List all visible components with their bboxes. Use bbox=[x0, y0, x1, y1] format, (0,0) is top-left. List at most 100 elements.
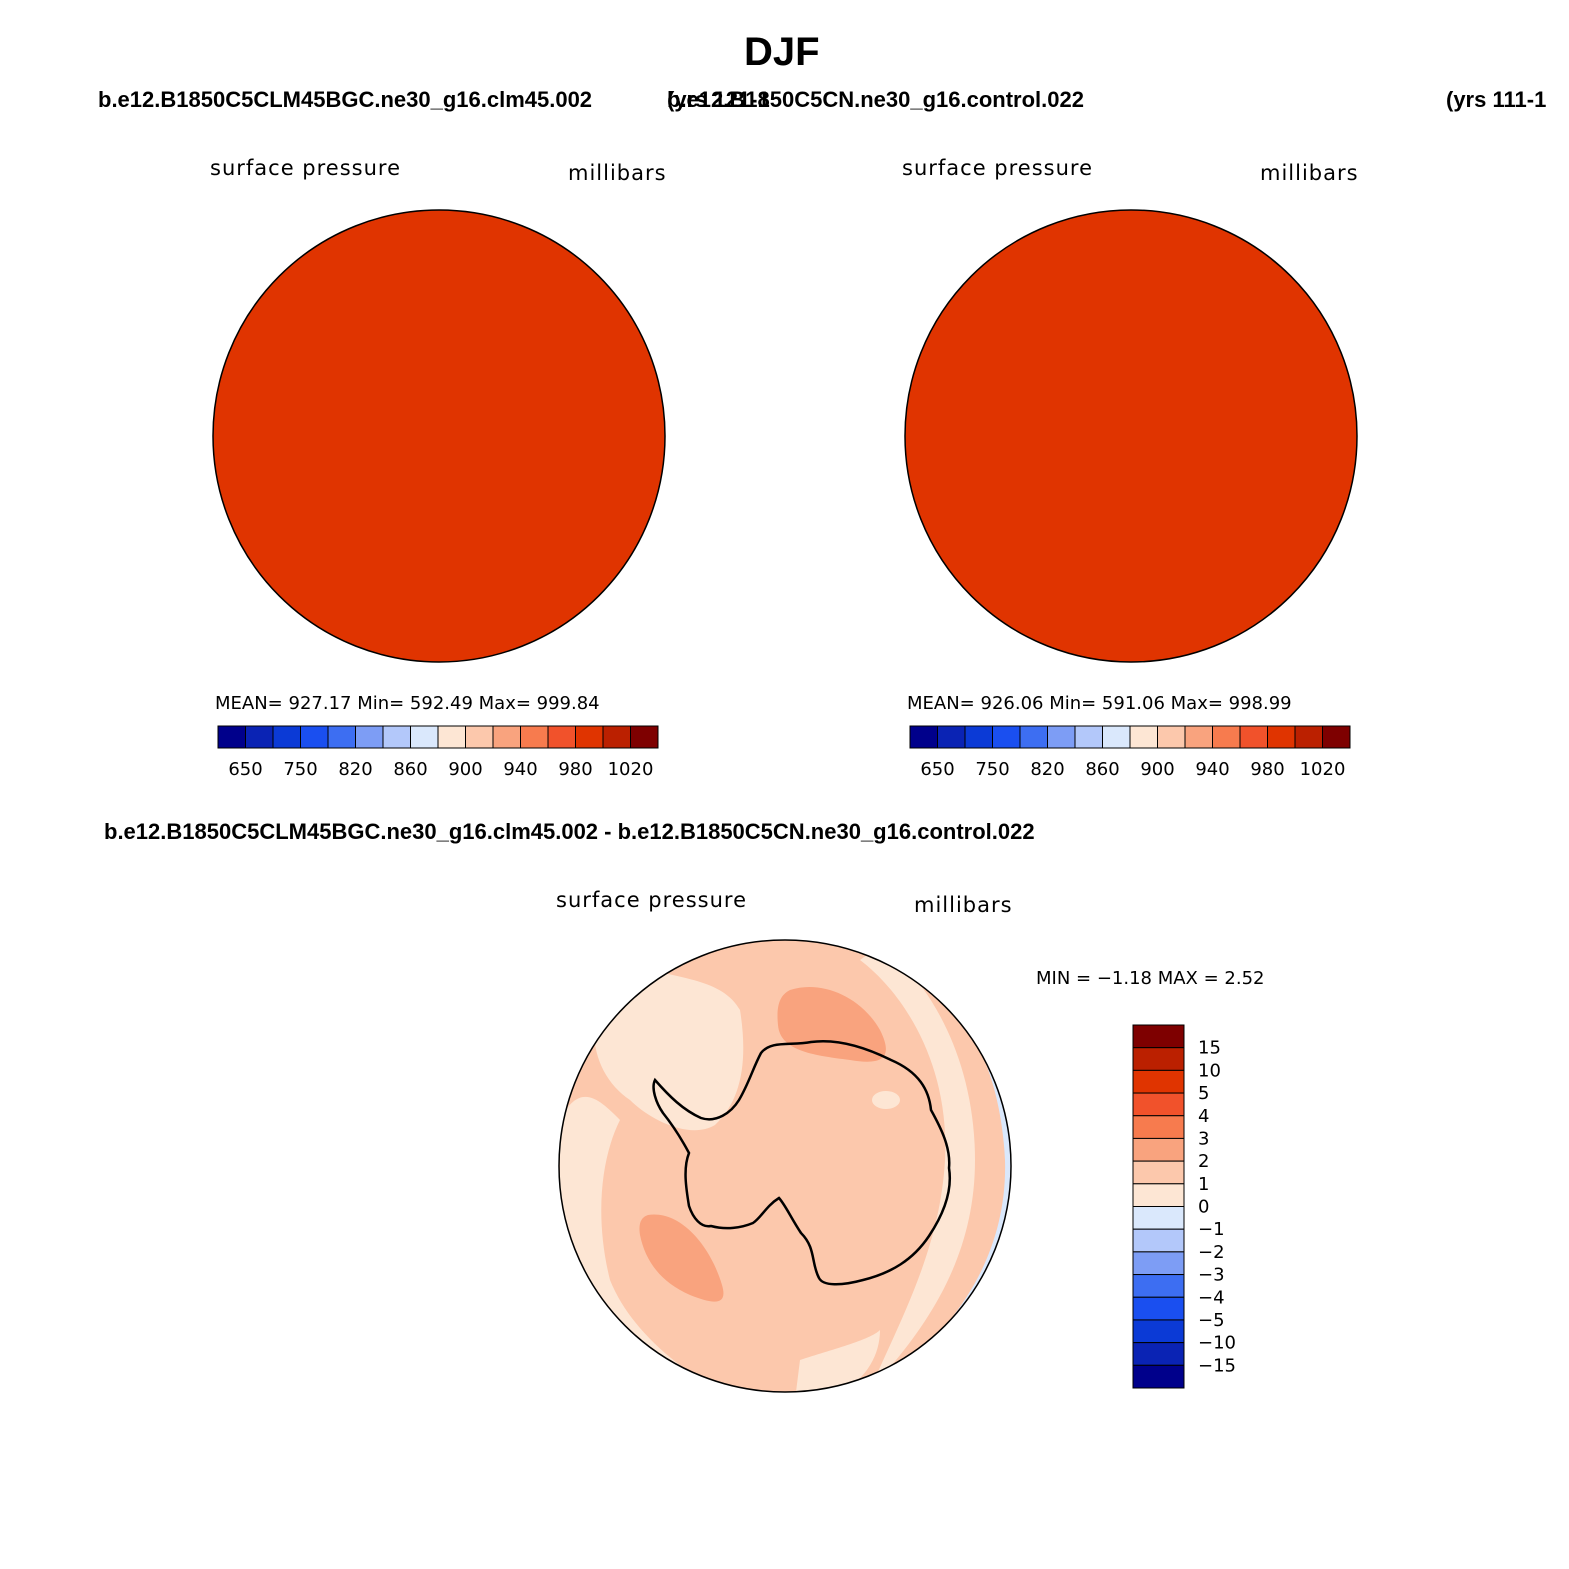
panel1-map bbox=[212, 209, 666, 663]
panel3-colorbar-swatch-10 bbox=[1132, 1251, 1185, 1276]
panel1-colorbar-swatch-8 bbox=[437, 725, 466, 749]
panel2-colorbar-swatch-10 bbox=[1184, 725, 1213, 749]
panel3-colorbar-swatch-1 bbox=[1132, 1047, 1185, 1071]
panel3-colorbar-tick-label: 0 bbox=[1198, 1197, 1209, 1218]
panel3-colorbar-tick-label: 10 bbox=[1198, 1060, 1221, 1081]
panel3-field-label: surface pressure bbox=[556, 888, 747, 912]
panel3-zero-region-left bbox=[594, 960, 744, 1131]
panel1-colorbar-swatch-3 bbox=[300, 725, 329, 749]
panel1-colorbar-swatch-11 bbox=[520, 725, 549, 749]
panel3-colorbar-tick-label: −4 bbox=[1198, 1287, 1225, 1308]
difference-title: b.e12.B1850C5CLM45BGC.ne30_g16.clm45.002… bbox=[104, 819, 1035, 844]
panel3-colorbar-tick-label: −1 bbox=[1198, 1219, 1225, 1240]
panel1-units-label: millibars bbox=[568, 161, 667, 185]
panel3-colorbar-swatch-2 bbox=[1132, 1069, 1185, 1094]
panel3-colorbar-tick-label: 5 bbox=[1198, 1083, 1209, 1104]
panel2-colorbar-tick-label: 650 bbox=[920, 759, 954, 780]
panel3-colorbar-swatch-5 bbox=[1132, 1137, 1185, 1162]
panel2-stats: MEAN= 926.06 Min= 591.06 Max= 998.99 bbox=[907, 693, 1292, 714]
panel2-colorbar-swatch-4 bbox=[1019, 725, 1048, 749]
panel1-colorbar-swatch-10 bbox=[492, 725, 521, 749]
panel2-colorbar: 650 750 820 860 900 940 980 1020 bbox=[909, 725, 1351, 780]
panel3-colorbar-swatch-13 bbox=[1132, 1319, 1185, 1344]
panel3-colorbar-swatch-12 bbox=[1132, 1296, 1185, 1321]
panel1-map-border bbox=[212, 209, 666, 663]
panel3-map bbox=[558, 939, 1012, 1393]
case2-title: b.e12.B1850C5CN.ne30_g16.control.022 bbox=[667, 87, 1084, 112]
panel2-colorbar-swatch-3 bbox=[992, 725, 1021, 749]
panel1-colorbar-swatch-2 bbox=[272, 725, 301, 749]
panel1-colorbar-tick-label: 1020 bbox=[608, 759, 654, 780]
panel2-colorbar-swatch-5 bbox=[1047, 725, 1076, 749]
panel3-small-light-patch bbox=[872, 1091, 900, 1109]
panel2-colorbar-swatch-8 bbox=[1129, 725, 1158, 749]
panel1-colorbar-swatch-0 bbox=[217, 725, 246, 749]
panel2-colorbar-swatch-1 bbox=[937, 725, 966, 749]
panel2-colorbar-swatch-6 bbox=[1074, 725, 1103, 749]
panel3-colorbar-tick-label: −15 bbox=[1198, 1355, 1236, 1376]
panel1-colorbar-swatch-9 bbox=[465, 725, 494, 749]
panel3-colorbar-swatch-3 bbox=[1132, 1092, 1185, 1117]
panel2-colorbar-tick-label: 980 bbox=[1250, 759, 1284, 780]
panel2-colorbar-swatch-9 bbox=[1157, 725, 1186, 749]
case1-years: (yrs 121-1 bbox=[667, 87, 770, 112]
panel3-units-label: millibars bbox=[914, 893, 1013, 917]
panel2-colorbar-swatch-2 bbox=[964, 725, 993, 749]
panel1-colorbar-swatch-12 bbox=[547, 725, 576, 749]
panel3-zero-band-bottom bbox=[795, 1330, 880, 1392]
panel2-units-label: millibars bbox=[1260, 161, 1359, 185]
panel3-colorbar-swatch-9 bbox=[1132, 1228, 1185, 1253]
panel2-colorbar-swatch-13 bbox=[1267, 725, 1296, 749]
panel3-zero-band-right bbox=[860, 945, 975, 1390]
panel2-colorbar-tick-label: 940 bbox=[1195, 759, 1229, 780]
panel1-colorbar-tick-label: 980 bbox=[558, 759, 592, 780]
panel3-colorbar-swatch-15 bbox=[1132, 1364, 1185, 1389]
panel1-colorbar-swatch-13 bbox=[575, 725, 604, 749]
panel1-field-label: surface pressure bbox=[210, 156, 401, 180]
panel3-colorbar-swatch-14 bbox=[1132, 1342, 1185, 1366]
panel2-colorbar-tick-label: 820 bbox=[1030, 759, 1064, 780]
panel3-positive-patch-left bbox=[639, 1214, 724, 1302]
panel2-colorbar-swatch-12 bbox=[1239, 725, 1268, 749]
panel2-colorbar-swatch-15 bbox=[1322, 725, 1351, 749]
panel1-colorbar-tick-label: 820 bbox=[338, 759, 372, 780]
panel2-map-border bbox=[904, 209, 1358, 663]
panel2-map bbox=[904, 209, 1358, 663]
panel3-colorbar-swatch-11 bbox=[1132, 1274, 1185, 1298]
panel2-colorbar-tick-label: 900 bbox=[1140, 759, 1174, 780]
panel3-colorbar-tick-label: 2 bbox=[1198, 1151, 1209, 1172]
panel3-colorbar-tick-label: −3 bbox=[1198, 1265, 1225, 1286]
panel2-colorbar-swatch-11 bbox=[1212, 725, 1241, 749]
panel3-colorbar-swatch-0 bbox=[1132, 1024, 1185, 1049]
panel1-colorbar-swatch-14 bbox=[602, 725, 631, 749]
panel1-colorbar-swatch-1 bbox=[245, 725, 274, 749]
panel3-colorbar-tick-label: −10 bbox=[1198, 1333, 1236, 1354]
panel1-colorbar-swatch-6 bbox=[382, 725, 411, 749]
panel1-colorbar-swatch-5 bbox=[355, 725, 384, 749]
panel2-colorbar-swatch-14 bbox=[1294, 725, 1323, 749]
panel3-colorbar-tick-label: 1 bbox=[1198, 1174, 1209, 1195]
panel1-colorbar-swatch-4 bbox=[327, 725, 356, 749]
panel1-colorbar-tick-label: 900 bbox=[448, 759, 482, 780]
panel3-colorbar-tick-label: 3 bbox=[1198, 1128, 1209, 1149]
panel3-stats: MIN = −1.18 MAX = 2.52 bbox=[1036, 968, 1265, 989]
panel2-ocean bbox=[905, 210, 1357, 662]
panel3-colorbar-swatch-7 bbox=[1132, 1183, 1185, 1207]
panel3-map-border bbox=[558, 939, 1012, 1393]
panel1-colorbar-swatch-15 bbox=[630, 725, 659, 749]
panel2-colorbar-tick-label: 750 bbox=[975, 759, 1009, 780]
panel3-colorbar-swatch-8 bbox=[1132, 1206, 1185, 1230]
panel1-colorbar-tick-label: 860 bbox=[393, 759, 427, 780]
panel1-stats: MEAN= 927.17 Min= 592.49 Max= 999.84 bbox=[215, 693, 600, 714]
panel2-colorbar-tick-label: 1020 bbox=[1300, 759, 1346, 780]
panel3-colorbar-tick-label: −5 bbox=[1198, 1310, 1225, 1331]
panel3-colorbar-tick-label: 15 bbox=[1198, 1038, 1221, 1059]
panel3-colorbar-swatch-6 bbox=[1132, 1160, 1185, 1185]
case2-years: (yrs 111-1 bbox=[1446, 87, 1547, 112]
panel3-colorbar-swatch-4 bbox=[1132, 1115, 1185, 1139]
panel3-colorbar-tick-label: −2 bbox=[1198, 1242, 1225, 1263]
page-title: DJF bbox=[744, 30, 820, 74]
panel2-colorbar-swatch-0 bbox=[909, 725, 938, 749]
